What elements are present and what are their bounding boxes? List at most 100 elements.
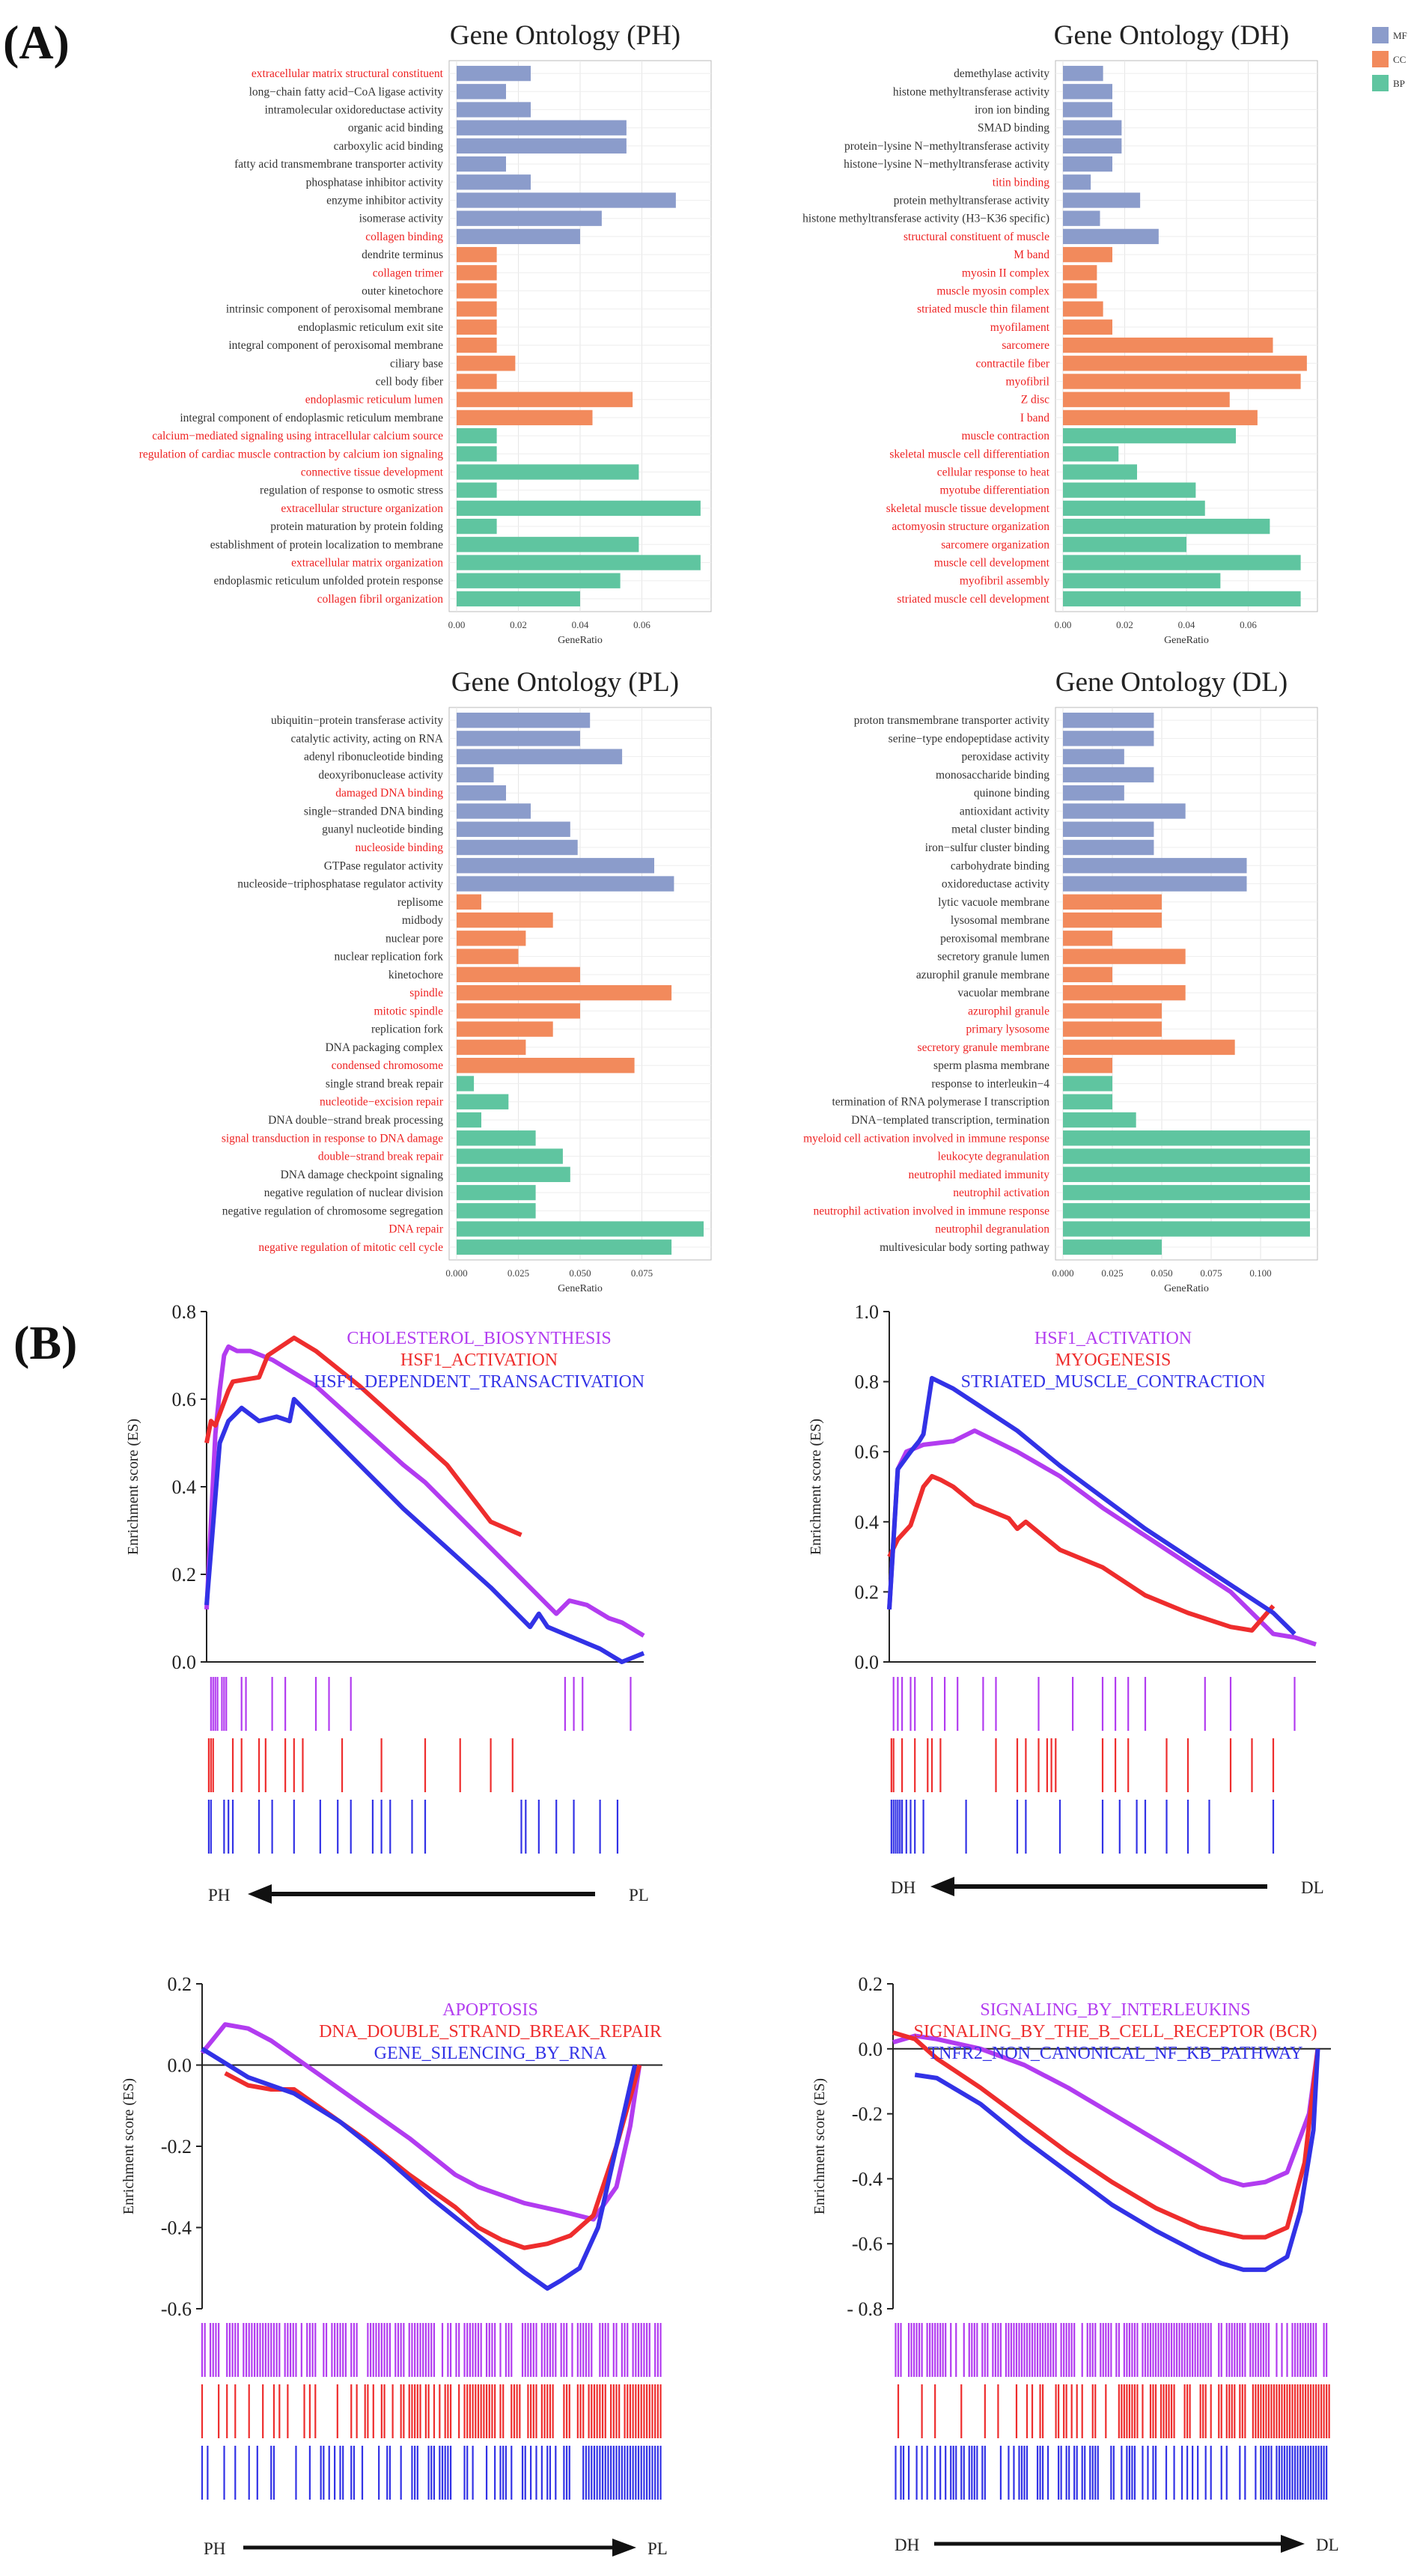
category-label: muscle contraction [962,430,1050,442]
y-tick-label: 1.0 [855,1301,880,1323]
bar-cc [1063,912,1162,928]
panel-label-b: (B) [13,1316,77,1369]
category-label: peroxidase activity [962,751,1050,764]
category-label: nucleoside−triphosphatase regulator acti… [237,878,443,891]
category-label: nuclear replication fork [335,951,444,963]
go-chart-3: Gene Ontology (DL) 0.000 0.025 0.050 0.075 0.… [803,667,1318,1294]
category-label: extracellular matrix organization [291,557,443,570]
bar-bp [1063,464,1137,480]
direction-arrow-head [248,1884,272,1904]
bar-mf [457,876,674,892]
bar-bp [1063,537,1186,552]
bar-cc [1063,283,1097,299]
category-label: phosphatase inhibitor activity [306,176,444,189]
series-legend-0: SIGNALING_BY_INTERLEUKINS [980,2000,1250,2020]
category-label: endoplasmic reticulum unfolded protein r… [214,575,444,588]
category-label: calcium−mediated signaling using intrace… [152,430,443,442]
legend-label-bp: BP [1393,78,1405,89]
x-tick-label: 0.06 [633,619,650,630]
category-label: contractile fiber [975,357,1049,370]
y-tick-label: -0.6 [161,2298,192,2320]
legend-label-mf: MF [1393,30,1407,41]
y-tick-label: 0.2 [855,1581,880,1603]
series-legend-1: MYOGENESIS [1055,1351,1171,1370]
x-tick-label: 0.100 [1249,1267,1271,1279]
y-tick-label: -0.2 [852,2104,883,2125]
bar-bp [457,427,497,444]
bar-cc [457,1021,553,1037]
bar-bp [1063,1112,1136,1128]
bar-bp [1063,1221,1310,1237]
bar-cc [1063,301,1103,317]
bar-cc [457,1003,580,1019]
bar-cc [457,283,497,299]
category-label: actomyosin structure organization [892,520,1049,533]
category-label: histone−lysine N−methyltransferase activ… [844,158,1049,171]
category-label: negative regulation of nuclear division [264,1187,444,1199]
category-label: titin binding [993,176,1049,189]
bar-cc [1063,894,1162,910]
x-axis-label: GeneRatio [1164,1283,1209,1294]
category-label: response to interleukin−4 [931,1077,1049,1090]
category-label: regulation of cardiac muscle contraction… [139,448,444,460]
bar-mf [457,210,602,226]
bar-mf [1063,731,1154,746]
y-tick-label: 0.0 [172,1651,197,1673]
bar-cc [1063,966,1112,983]
category-label: mitotic spindle [374,1005,443,1017]
category-label: replication fork [371,1023,443,1036]
bar-cc [1063,1039,1235,1056]
bar-cc [1063,319,1112,335]
category-label: protein methyltransferase activity [894,195,1050,207]
series-legend-0: APOPTOSIS [442,2000,538,2020]
category-label: collagen binding [365,231,443,243]
category-label: sperm plasma membrane [933,1059,1049,1072]
go-legend: MF CC BP [1372,27,1407,91]
category-label: myosin II complex [962,267,1049,279]
x-tick-label: 0.000 [1052,1267,1073,1279]
category-label: sarcomere [1002,339,1049,352]
category-label: double−strand break repair [318,1151,444,1163]
category-label: myofilament [990,321,1050,334]
y-tick-label: -0.6 [852,2233,883,2255]
category-label: fatty acid transmembrane transporter act… [234,158,443,171]
bar-bp [1063,1184,1310,1201]
direction-arrow-head [1281,2535,1305,2553]
category-label: iron ion binding [975,104,1049,117]
bar-mf [1063,785,1124,801]
series-legend-0: HSF1_ACTIVATION [1034,1329,1192,1348]
y-tick-label: 0.4 [855,1511,880,1533]
category-label: endoplasmic reticulum lumen [305,394,443,407]
bar-mf [1063,102,1112,118]
category-label: dendrite terminus [362,249,443,261]
y-tick-label: 0.0 [168,2055,192,2077]
x-tick-label: 0.025 [1101,1267,1123,1279]
category-label: nucleotide−excision repair [320,1096,444,1109]
bar-cc [457,246,497,263]
x-axis-label: GeneRatio [558,1283,603,1294]
bar-cc [457,1039,526,1056]
bar-cc [1063,356,1307,371]
go-chart-2: Gene Ontology (PL) 0.000 0.025 0.050 0.075 Ge… [222,667,712,1294]
category-label: peroxisomal membrane [940,932,1049,945]
bar-mf [1063,84,1112,100]
category-label: Z disc [1021,394,1049,407]
es-curve-1 [892,2030,1320,2240]
bar-mf [1063,210,1100,226]
bar-bp [1063,591,1301,607]
bar-bp [457,1184,536,1201]
category-label: myeloid cell activation involved in immu… [803,1132,1049,1145]
category-label: DNA double−strand break processing [268,1114,443,1127]
category-label: extracellular structure organization [281,502,443,515]
x-tick-label: 0.06 [1240,619,1257,630]
bar-mf [457,712,591,728]
category-label: termination of RNA polymerase I transcri… [832,1096,1049,1109]
y-tick-label: -0.2 [161,2136,192,2158]
es-curve-1 [887,1473,1276,1633]
y-tick-label: 0.4 [172,1476,197,1498]
category-label: carbohydrate binding [951,859,1049,872]
bar-bp [457,464,639,480]
series-legend-2: HSF1_DEPENDENT_TRANSACTIVATION [314,1372,645,1392]
gsea-plots: 0.0 0.2 0.4 0.6 0.8 Enrichment score (ES) CHOL… [121,1301,1339,2558]
bar-mf [457,192,676,208]
